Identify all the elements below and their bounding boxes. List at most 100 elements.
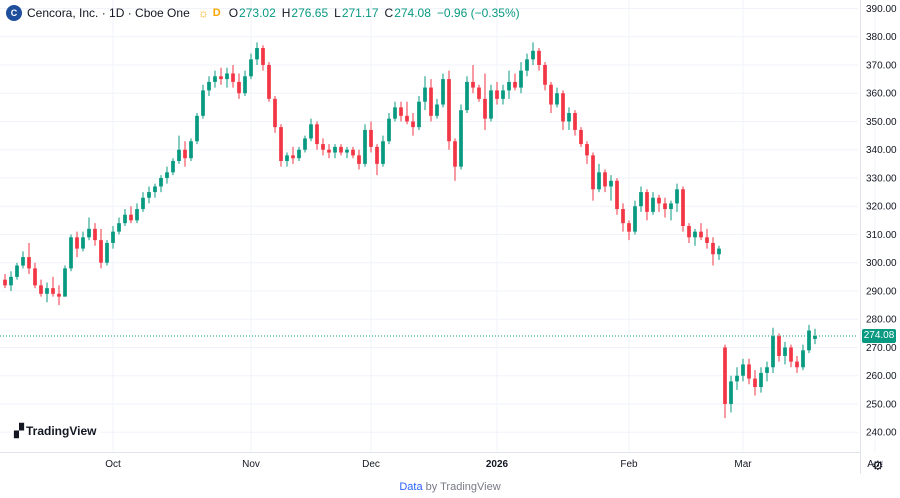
candle-up[interactable] <box>45 282 49 303</box>
candle-up[interactable] <box>525 53 529 77</box>
candle-up[interactable] <box>225 67 229 88</box>
candle-down[interactable] <box>543 62 547 91</box>
candle-up[interactable] <box>9 271 13 291</box>
candle-up[interactable] <box>213 70 217 88</box>
candle-up[interactable] <box>813 328 817 345</box>
candle-up[interactable] <box>507 70 511 99</box>
candle-up[interactable] <box>147 186 151 204</box>
candle-up[interactable] <box>489 84 493 122</box>
candle-down[interactable] <box>291 146 295 164</box>
candle-down[interactable] <box>405 101 409 125</box>
candle-down[interactable] <box>429 79 433 122</box>
candle-down[interactable] <box>99 228 103 269</box>
candle-down[interactable] <box>3 274 7 289</box>
candle-down[interactable] <box>39 279 43 297</box>
delayed-badge[interactable]: D <box>212 7 221 19</box>
candle-up[interactable] <box>435 98 439 119</box>
candle-up[interactable] <box>285 152 289 167</box>
candle-down[interactable] <box>219 67 223 85</box>
candle-up[interactable] <box>333 144 337 159</box>
candle-down[interactable] <box>399 101 403 122</box>
candle-down[interactable] <box>795 355 799 373</box>
candle-down[interactable] <box>621 203 625 232</box>
candle-down[interactable] <box>537 48 541 71</box>
candle-up[interactable] <box>117 217 121 235</box>
candle-down[interactable] <box>657 194 661 212</box>
candle-down[interactable] <box>681 186 685 232</box>
candle-down[interactable] <box>279 124 283 167</box>
candle-down[interactable] <box>129 206 133 224</box>
candle-up[interactable] <box>153 183 157 198</box>
candle-up[interactable] <box>189 138 193 162</box>
candle-down[interactable] <box>267 62 271 102</box>
candle-up[interactable] <box>243 70 247 97</box>
candle-up[interactable] <box>387 113 391 145</box>
candle-down[interactable] <box>369 121 373 153</box>
candle-down[interactable] <box>27 242 31 275</box>
candle-up[interactable] <box>639 186 643 212</box>
candle-up[interactable] <box>651 192 655 215</box>
candle-down[interactable] <box>645 189 649 221</box>
candle-down[interactable] <box>579 127 583 147</box>
candle-down[interactable] <box>33 262 37 289</box>
candle-down[interactable] <box>627 220 631 241</box>
candle-up[interactable] <box>381 135 385 167</box>
symbol-header[interactable]: C Cencora, Inc. · 1D · Cboe One ☼ D O 27… <box>6 4 520 22</box>
candle-down[interactable] <box>561 90 565 130</box>
candle-down[interactable] <box>51 276 55 297</box>
candle-up[interactable] <box>87 217 91 241</box>
candle-down[interactable] <box>711 237 715 266</box>
candle-up[interactable] <box>759 367 763 393</box>
settings-icon[interactable]: ⚙ <box>872 458 884 473</box>
candle-down[interactable] <box>339 144 343 156</box>
candle-down[interactable] <box>513 73 517 91</box>
candle-up[interactable] <box>15 262 19 280</box>
candle-up[interactable] <box>345 146 349 159</box>
candle-up[interactable] <box>135 203 139 224</box>
candle-down[interactable] <box>753 370 757 396</box>
candle-down[interactable] <box>549 81 553 113</box>
candle-down[interactable] <box>699 223 703 241</box>
candle-down[interactable] <box>273 96 277 133</box>
tradingview-logo[interactable]: ▞ TradingView <box>10 420 101 442</box>
candle-up[interactable] <box>207 76 211 97</box>
candle-down[interactable] <box>477 84 481 102</box>
candle-up[interactable] <box>633 200 637 235</box>
candle-up[interactable] <box>669 200 673 221</box>
candle-up[interactable] <box>105 240 109 266</box>
candle-down[interactable] <box>471 64 475 94</box>
candle-up[interactable] <box>423 76 427 111</box>
candle-down[interactable] <box>615 177 619 215</box>
candle-up[interactable] <box>441 73 445 108</box>
candle-up[interactable] <box>363 124 367 167</box>
candle-up[interactable] <box>309 118 313 142</box>
candle-up[interactable] <box>303 135 307 153</box>
candle-down[interactable] <box>351 146 355 159</box>
candle-down[interactable] <box>183 141 187 167</box>
candle-up[interactable] <box>393 101 397 122</box>
candle-down[interactable] <box>663 197 667 218</box>
candle-down[interactable] <box>315 121 319 150</box>
candle-down[interactable] <box>591 152 595 201</box>
candle-up[interactable] <box>609 175 613 201</box>
candle-up[interactable] <box>69 234 73 272</box>
candle-up[interactable] <box>501 84 505 105</box>
candle-up[interactable] <box>297 146 301 162</box>
candle-up[interactable] <box>519 62 523 94</box>
symbol-title[interactable]: Cencora, Inc. · 1D · Cboe One <box>27 6 190 20</box>
candle-up[interactable] <box>141 192 145 212</box>
candle-up[interactable] <box>171 158 175 176</box>
candle-down[interactable] <box>57 285 61 306</box>
candle-up[interactable] <box>201 84 205 119</box>
candle-up[interactable] <box>459 104 463 170</box>
candle-down[interactable] <box>789 344 793 368</box>
candle-down[interactable] <box>573 110 577 136</box>
candle-up[interactable] <box>249 53 253 80</box>
candle-down[interactable] <box>321 138 325 156</box>
candle-down[interactable] <box>75 231 79 258</box>
candle-up[interactable] <box>807 324 811 354</box>
candle-up[interactable] <box>741 358 745 382</box>
candle-up[interactable] <box>801 344 805 371</box>
candle-up[interactable] <box>177 135 181 164</box>
